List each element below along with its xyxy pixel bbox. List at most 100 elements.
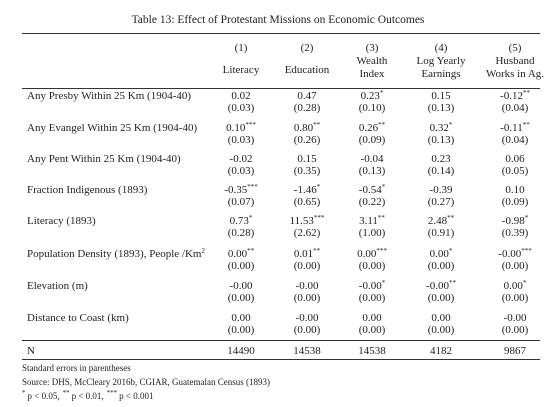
standard-error: (2.62) — [293, 227, 321, 239]
column-name: Literacy — [222, 64, 260, 76]
coefficient-value: 0.26 — [358, 122, 379, 134]
coefficient: -0.98* — [502, 215, 528, 228]
coefficient: -0.00 — [230, 280, 253, 292]
coefficient-value: -0.00 — [426, 280, 449, 292]
row-label: N — [27, 345, 35, 357]
standard-error: (0.03) — [227, 102, 255, 114]
significance-stars: *** — [376, 247, 387, 255]
coefficient-value: 0.80 — [293, 122, 314, 134]
standard-error: (0.00) — [227, 260, 255, 272]
column-name: Education — [284, 64, 330, 76]
significance-stars: * — [316, 183, 321, 191]
coefficient-value: 0.00 — [431, 312, 451, 324]
significance-stars: *** — [106, 389, 118, 397]
observation-count: 4182 — [430, 345, 452, 357]
coefficient: 0.00** — [227, 248, 254, 261]
coefficient-value: 0.15 — [431, 90, 451, 102]
standard-error: (0.26) — [293, 134, 321, 146]
standard-error: (0.09) — [501, 196, 529, 208]
coefficient-value: -0.00 — [358, 280, 382, 292]
row-label: Fraction Indigenous (1893) — [27, 184, 147, 196]
significance-stars: ** — [378, 121, 386, 129]
significance-stars: * — [248, 214, 253, 222]
coefficient: 0.00 — [431, 312, 450, 324]
coefficient: 0.00* — [503, 280, 527, 293]
standard-error: (0.39) — [501, 227, 529, 239]
bottom-rule — [22, 359, 540, 360]
note: * p < 0.05, ** p < 0.01, *** p < 0.001 — [22, 390, 156, 402]
coefficient-value: 0.00 — [503, 280, 523, 292]
row-label-text: Literacy (1893) — [27, 215, 96, 227]
coefficient-value: -0.35 — [224, 184, 248, 196]
row-label-text: Population Density (1893), People /Km — [27, 248, 202, 260]
significance-stars: *** — [313, 214, 325, 222]
significance-stars: * — [379, 89, 384, 97]
standard-error: (0.00) — [293, 324, 321, 336]
standard-error: (1.00) — [358, 227, 386, 239]
coefficient: 0.15 — [431, 90, 450, 102]
coefficient-value: -0.11 — [500, 122, 523, 134]
row-label: Elevation (m) — [27, 280, 88, 292]
column-name: Works in Ag. — [485, 68, 545, 80]
coefficient: -0.12** — [500, 89, 530, 103]
coefficient-value: 0.15 — [297, 153, 317, 165]
standard-error: (0.00) — [501, 292, 529, 304]
coefficient-value: 0.00 — [231, 312, 251, 324]
header-rule — [22, 88, 540, 89]
coefficient: 0.02 — [231, 90, 250, 102]
coefficient-value: -0.12 — [500, 90, 523, 102]
column-name: Earnings — [421, 68, 461, 80]
standard-error: (0.04) — [501, 102, 529, 114]
column-name: Index — [359, 68, 385, 80]
standard-error: (0.00) — [358, 292, 386, 304]
coefficient: 2.48** — [428, 215, 454, 228]
coefficient: 0.23* — [361, 89, 384, 103]
significance-stars: ** — [313, 247, 321, 255]
coefficient-value: -0.39 — [429, 184, 453, 196]
coefficient-value: 0.00 — [362, 312, 382, 324]
coefficient: 0.47 — [297, 90, 316, 102]
coefficient: 0.06 — [505, 153, 524, 165]
coefficient-value: 0.10 — [505, 184, 525, 196]
coefficient: -0.00** — [426, 280, 456, 293]
standard-error: (0.27) — [427, 196, 455, 208]
coefficient: 11.53*** — [289, 214, 325, 228]
coefficient-value: 0.00 — [227, 248, 248, 260]
standard-error: (0.04) — [501, 134, 529, 146]
significance-stars: ** — [522, 89, 530, 97]
coefficient-value: -0.00 — [229, 280, 253, 292]
standard-error: (0.10) — [358, 102, 386, 114]
significance-stars: ** — [62, 389, 70, 397]
standard-error: (0.00) — [227, 324, 255, 336]
coefficient: 0.10 — [505, 184, 524, 196]
note-text: p < 0.001 — [119, 391, 154, 401]
coefficient: -0.11** — [500, 122, 530, 135]
significance-stars: * — [448, 121, 453, 129]
coefficient: 0.23 — [431, 153, 450, 165]
standard-error: (0.00) — [427, 260, 455, 272]
significance-stars: * — [448, 247, 453, 255]
coefficient: -0.04 — [361, 153, 384, 165]
observation-count: 9867 — [504, 345, 526, 357]
coefficient-value: -1.46 — [293, 184, 317, 196]
standard-error: (0.00) — [501, 260, 529, 272]
coefficient: 0.00*** — [357, 247, 387, 261]
coefficient: 0.00* — [429, 247, 453, 261]
standard-error: (0.00) — [501, 324, 529, 336]
coefficient: 0.01** — [294, 247, 321, 261]
row-label-text: Distance to Coast (km) — [27, 312, 129, 324]
column-name: Husband — [495, 55, 535, 67]
note: Source: DHS, McCleary 2016b, CGIAR, Guat… — [22, 377, 270, 387]
coefficient: -0.00 — [296, 312, 319, 324]
row-label-text: Any Presby Within 25 Km (1904-40) — [27, 90, 192, 102]
coefficient-value: 0.00 — [429, 248, 449, 260]
coefficient-value: 11.53 — [289, 215, 314, 227]
standard-error: (0.03) — [227, 165, 255, 177]
coefficient-value: 0.02 — [231, 90, 251, 102]
row-label: Any Evangel Within 25 Km (1904-40) — [27, 122, 197, 134]
significance-stars: *** — [245, 121, 256, 129]
coefficient-value: -0.54 — [358, 184, 382, 196]
coefficient-value: -0.00 — [295, 280, 319, 292]
coefficient-value: 0.23 — [431, 153, 451, 165]
